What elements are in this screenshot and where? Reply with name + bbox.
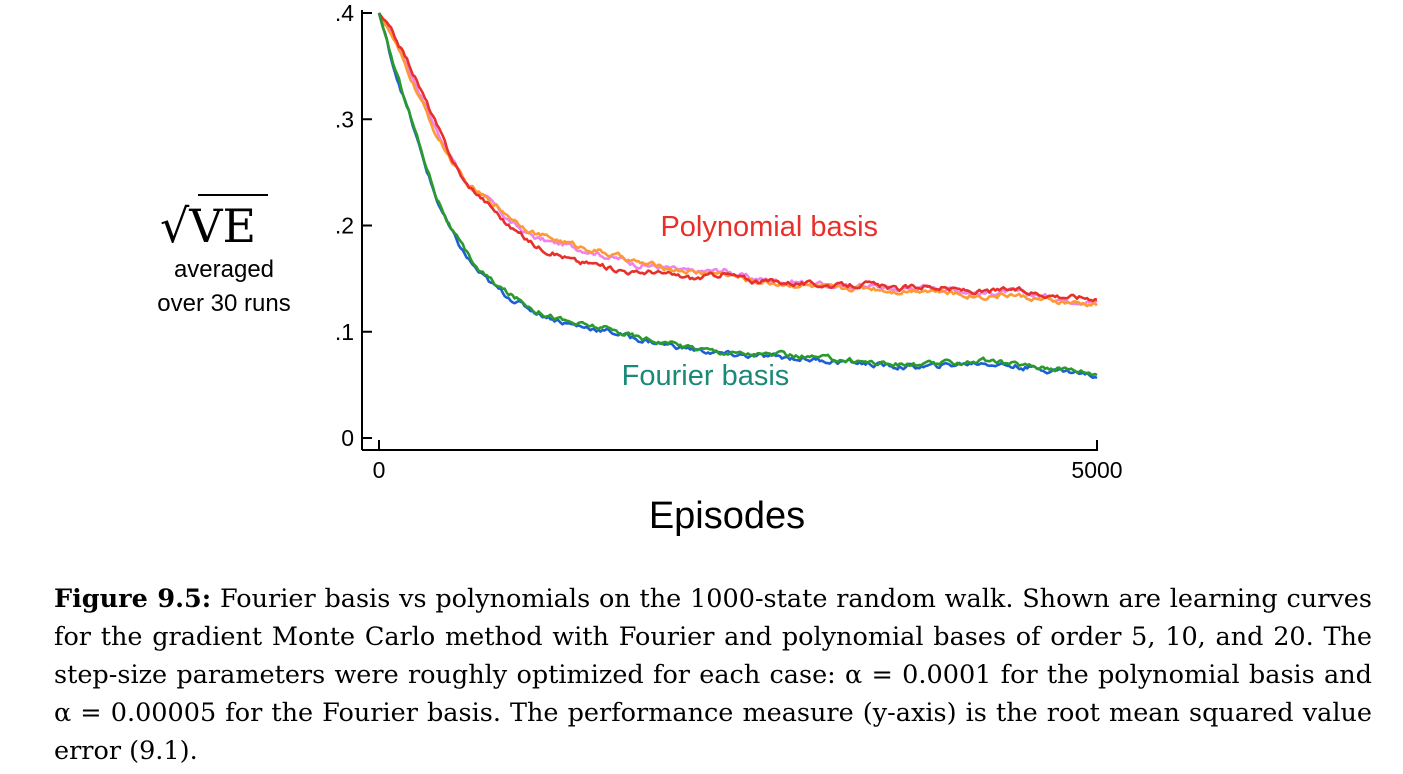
series-line-polynomial-1	[377, 12, 1098, 308]
figure-caption-text: Fourier basis vs polynomials on the 1000…	[54, 584, 1372, 766]
y-tick-label: .2	[335, 213, 354, 239]
polynomial-basis-label: Polynomial basis	[660, 211, 878, 243]
learning-curve-chart: √VE averaged over 30 runs 0 .1 .2 .3 .4 0 500…	[157, 0, 1123, 537]
annotations: Polynomial basis Fourier basis	[622, 211, 878, 392]
y-tick-label: 0	[341, 425, 354, 451]
series-group	[377, 12, 1098, 380]
series-line-fourier-4	[377, 12, 1098, 377]
y-tick-label: .3	[335, 106, 354, 132]
y-tick-label: .1	[335, 319, 354, 345]
x-tick-label: 5000	[1071, 457, 1122, 483]
y-ticks: 0 .1 .2 .3 .4	[335, 0, 372, 451]
x-tick-label: 0	[373, 457, 386, 483]
y-axis-label: √VE averaged over 30 runs	[157, 194, 291, 317]
figure-caption: Figure 9.5: Fourier basis vs polynomials…	[54, 580, 1372, 770]
series-line-polynomial-2	[377, 12, 1098, 303]
series-line-fourier-3	[377, 12, 1098, 380]
y-axis-label-line-1: averaged	[174, 256, 274, 283]
x-ticks: 0 5000	[373, 440, 1123, 483]
y-axis-label-main: √VE	[160, 199, 256, 253]
x-axis-label: Episodes	[649, 495, 805, 537]
fourier-basis-label: Fourier basis	[622, 360, 790, 392]
figure-label: Figure 9.5:	[54, 584, 212, 614]
series-line-polynomial-0	[377, 12, 1098, 307]
y-tick-label: .4	[335, 0, 354, 26]
y-axis-label-line-2: over 30 runs	[157, 290, 290, 317]
